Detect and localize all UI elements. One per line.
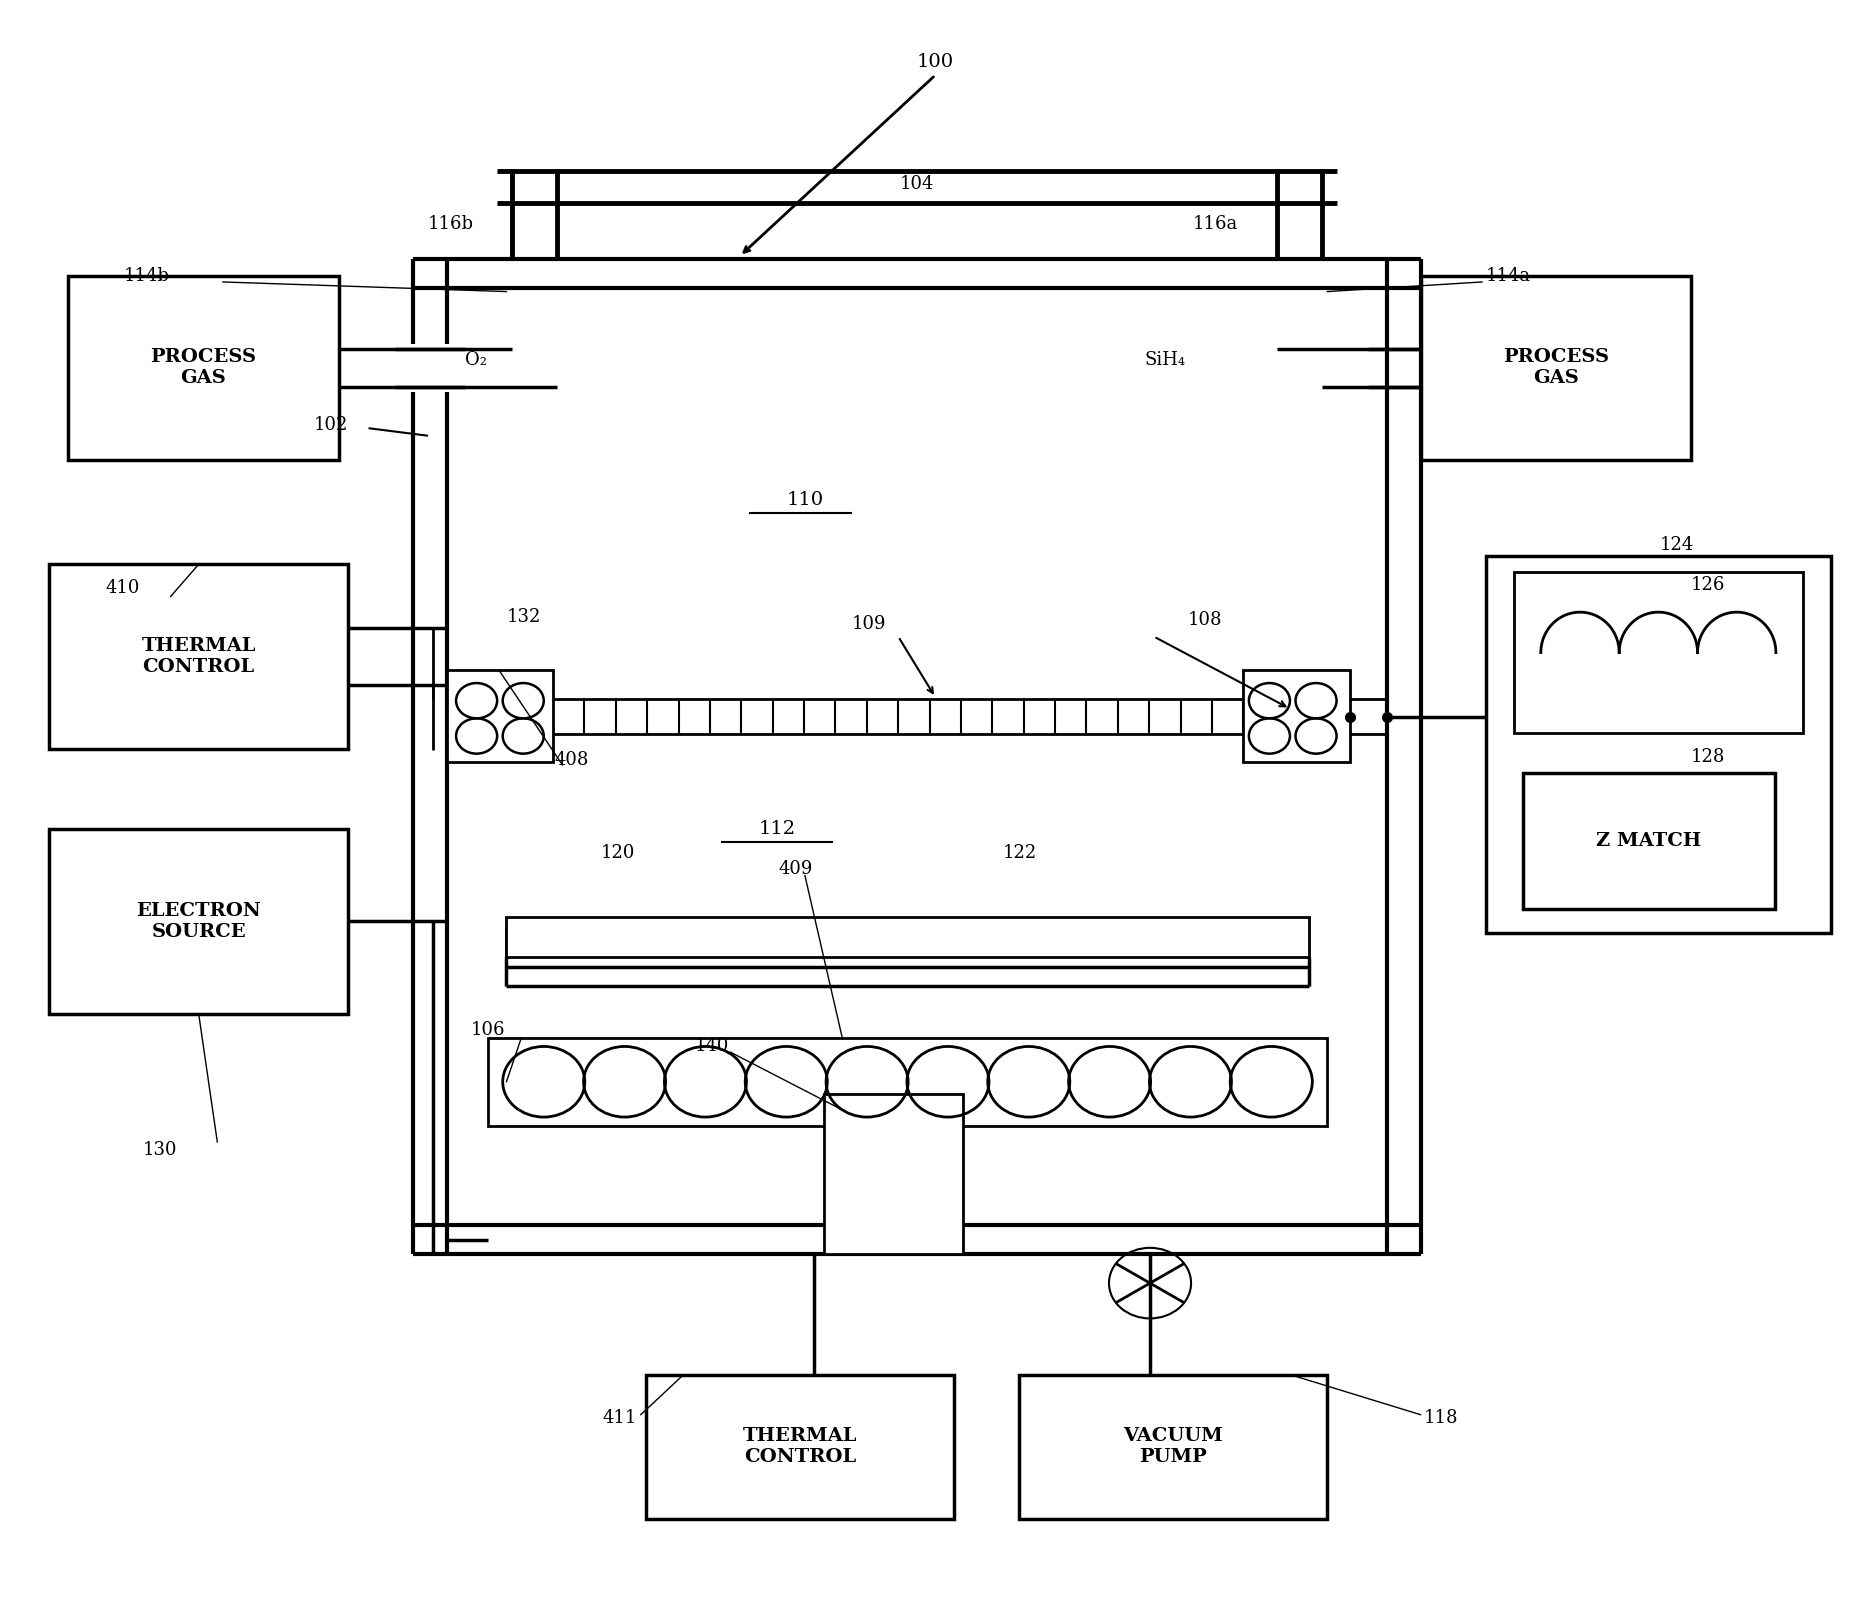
Text: O₂: O₂ (466, 351, 488, 369)
Text: 122: 122 (1003, 844, 1037, 861)
Bar (447, 670, 554, 762)
Text: THERMAL
CONTROL: THERMAL CONTROL (743, 1428, 857, 1467)
Text: 102: 102 (314, 415, 348, 433)
Bar (823, 1093, 964, 1254)
Text: 126: 126 (1691, 576, 1725, 594)
Text: 116a: 116a (1192, 216, 1239, 233)
Text: 108: 108 (1188, 612, 1222, 630)
Text: 124: 124 (1660, 536, 1693, 554)
Bar (1020, 1375, 1327, 1518)
Bar (49, 565, 348, 749)
Text: 410: 410 (105, 580, 140, 597)
Text: 114b: 114b (123, 267, 170, 285)
Text: 408: 408 (554, 752, 589, 770)
Bar (507, 918, 1308, 958)
Text: 100: 100 (917, 53, 954, 71)
Text: 109: 109 (851, 615, 887, 633)
Bar (488, 1037, 1327, 1125)
Text: 116b: 116b (427, 216, 473, 233)
Text: 106: 106 (470, 1021, 505, 1038)
Bar (645, 1375, 954, 1518)
Text: 409: 409 (778, 860, 812, 877)
Bar (1514, 573, 1804, 733)
Bar (1486, 557, 1832, 934)
Text: 120: 120 (601, 844, 636, 861)
Text: PROCESS
GAS: PROCESS GAS (150, 348, 256, 386)
Text: 128: 128 (1691, 749, 1725, 766)
Text: VACUUM
PUMP: VACUUM PUMP (1123, 1428, 1224, 1467)
Text: 140: 140 (694, 1037, 730, 1055)
Text: PROCESS
GAS: PROCESS GAS (1502, 348, 1609, 386)
Bar (1523, 773, 1776, 910)
Bar (1244, 670, 1349, 762)
Text: 130: 130 (142, 1141, 178, 1159)
Text: 112: 112 (758, 819, 795, 839)
Text: ELECTRON
SOURCE: ELECTRON SOURCE (137, 902, 262, 940)
Bar (67, 275, 339, 460)
Text: SiH₄: SiH₄ (1145, 351, 1186, 369)
Text: 411: 411 (602, 1409, 636, 1426)
Text: 104: 104 (900, 175, 934, 193)
Text: 114a: 114a (1486, 267, 1530, 285)
Text: THERMAL
CONTROL: THERMAL CONTROL (142, 638, 256, 676)
Bar (49, 829, 348, 1014)
Bar (376, 343, 488, 391)
Text: 110: 110 (786, 491, 823, 509)
Bar (1420, 275, 1691, 460)
Text: Z MATCH: Z MATCH (1596, 832, 1701, 850)
Text: 132: 132 (507, 609, 541, 626)
Text: 118: 118 (1424, 1409, 1459, 1426)
